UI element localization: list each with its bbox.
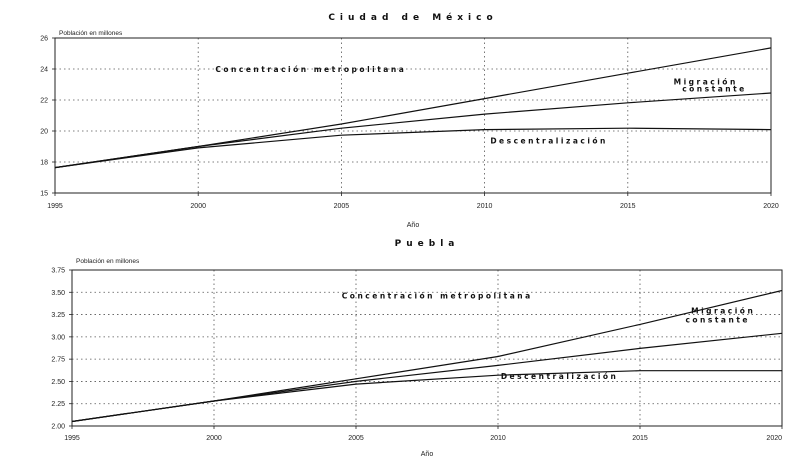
chart2-y-tick-label: 3.00 <box>51 334 65 341</box>
chart1-title: Ciudad de México <box>328 12 497 23</box>
chart1-plot-frame <box>54 37 772 194</box>
chart1-x-tick-label: 2000 <box>190 203 206 210</box>
chart1-y-tick-label: 18 <box>40 160 48 167</box>
chart1-annotation-3: constante <box>682 85 747 94</box>
chart1-annotation-2: Migración <box>674 78 738 87</box>
chart1-xlabel: Año <box>407 222 420 229</box>
chart2-plot-frame <box>71 269 783 427</box>
chart2-annotation-2: Migración <box>691 307 755 316</box>
chart2-annotation-3: constante <box>685 316 750 325</box>
chart2-x-tick-label: 2005 <box>348 435 364 442</box>
chart2-series-line-3 <box>71 370 782 423</box>
chart1-y-tick-label: 20 <box>40 129 48 136</box>
chart2-y-tick-label: 2.75 <box>51 357 65 364</box>
chart1-x-tick-label: 1995 <box>47 203 63 210</box>
chart1-y-tick-label: 26 <box>40 36 48 43</box>
chart1-x-tick-label: 2020 <box>763 203 779 210</box>
chart2-series-line-2 <box>71 332 783 423</box>
chart1-series-line-1 <box>54 47 772 169</box>
chart2-x-tick-label: 2015 <box>632 435 648 442</box>
chart1-ylabel: Población en millones <box>59 30 123 37</box>
chart2-annotation-1: Concentración metropolitana <box>342 292 533 301</box>
chart2-y-tick-label: 2.00 <box>51 424 65 431</box>
chart2-series-line-1 <box>71 289 783 423</box>
chart1-x-tick-label: 2010 <box>477 203 493 210</box>
chart2-y-tick-label: 2.25 <box>51 401 65 408</box>
chart1-y-tick-label: 24 <box>40 67 48 74</box>
chart2-xlabel: Año <box>421 451 434 458</box>
chart2-x-tick-label: 2000 <box>206 435 222 442</box>
chart1-y-tick-label: 22 <box>40 98 48 105</box>
chart1-x-tick-label: 2015 <box>620 203 636 210</box>
chart1-annotation-4: Descentralización <box>490 137 608 146</box>
chart1-series-line-3 <box>54 127 772 169</box>
chart1-annotation-1: Concentración metropolitana <box>215 65 406 74</box>
chart1-x-tick-label: 2005 <box>334 203 350 210</box>
chart2-ylabel: Población en millones <box>76 258 140 265</box>
chart2-x-tick-label: 2020 <box>766 435 782 442</box>
chart2-x-tick-label: 2010 <box>490 435 506 442</box>
chart2-y-tick-label: 3.25 <box>51 312 65 319</box>
chart2-x-tick-label: 1995 <box>64 435 80 442</box>
chart1-series-line-2 <box>54 92 772 169</box>
chart2-y-tick-label: 3.75 <box>51 268 65 275</box>
chart2-y-tick-label: 3.50 <box>51 290 65 297</box>
chart1-y-tick-label: 15 <box>40 191 48 198</box>
chart2-y-tick-label: 2.50 <box>51 379 65 386</box>
chart2-title: Puebla <box>395 239 460 249</box>
chart2-annotation-4: Descentralización <box>501 372 619 381</box>
